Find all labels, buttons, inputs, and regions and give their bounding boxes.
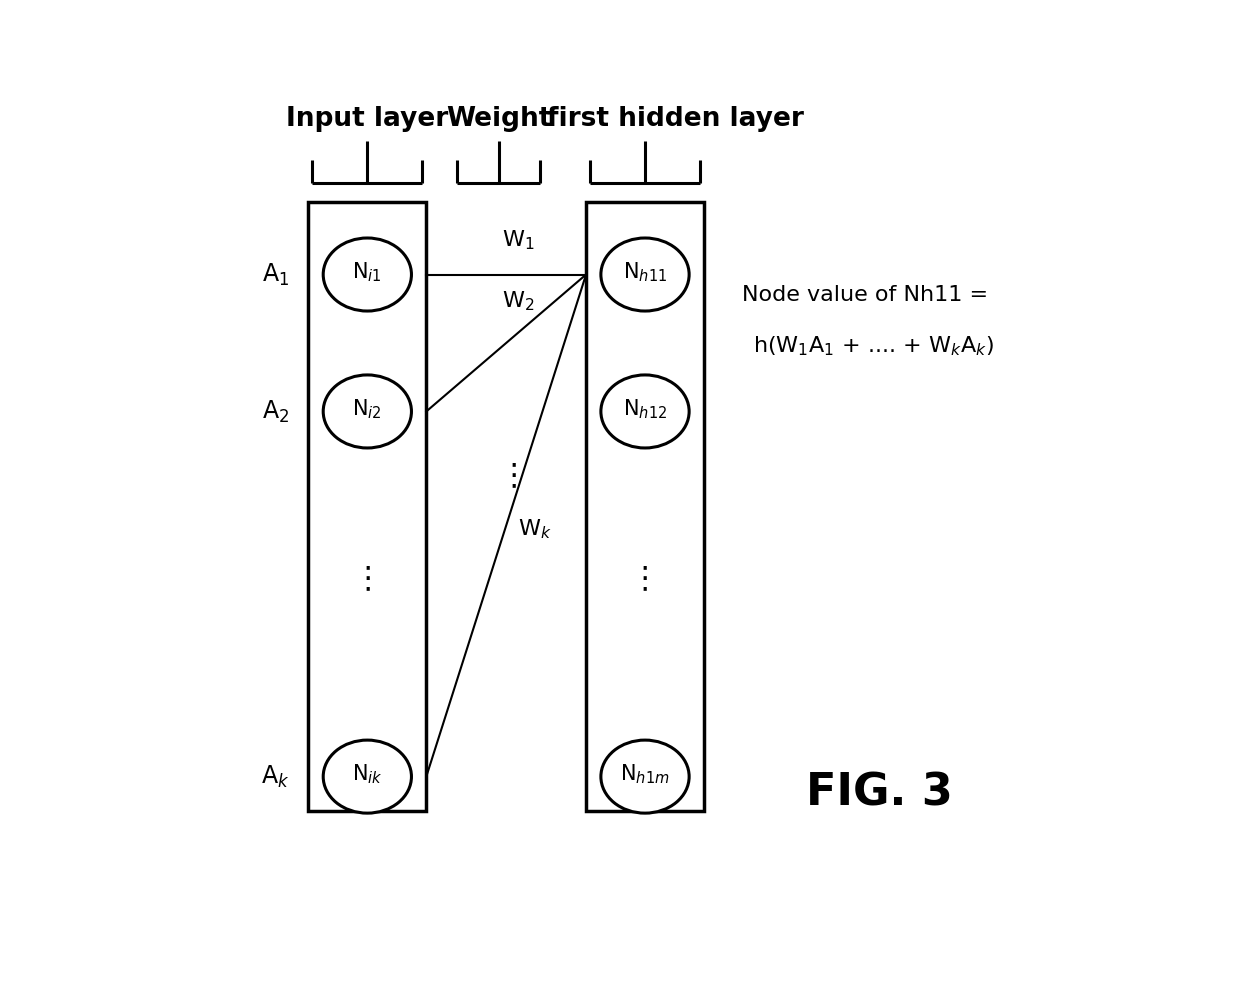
Text: A$_{k}$: A$_{k}$ <box>260 764 289 789</box>
Text: W$_2$: W$_2$ <box>502 288 534 312</box>
Text: W$_k$: W$_k$ <box>517 517 552 540</box>
Text: ⋮: ⋮ <box>498 461 529 491</box>
Text: N$_{i2}$: N$_{i2}$ <box>352 397 382 421</box>
Ellipse shape <box>324 374 412 448</box>
Text: N$_{i1}$: N$_{i1}$ <box>352 261 382 284</box>
Text: N$_{h12}$: N$_{h12}$ <box>622 397 667 421</box>
Text: N$_{h11}$: N$_{h11}$ <box>622 261 667 284</box>
Text: N$_{ik}$: N$_{ik}$ <box>352 763 383 786</box>
Bar <box>587 203 704 811</box>
Text: h(W$_1$A$_1$ + .... + W$_k$A$_k$): h(W$_1$A$_1$ + .... + W$_k$A$_k$) <box>754 335 994 359</box>
Ellipse shape <box>601 740 689 813</box>
Ellipse shape <box>601 374 689 448</box>
Bar <box>309 203 427 811</box>
Ellipse shape <box>324 740 412 813</box>
Text: A$_{1}$: A$_{1}$ <box>262 262 289 288</box>
Text: N$_{h1m}$: N$_{h1m}$ <box>620 763 670 786</box>
Text: A$_{2}$: A$_{2}$ <box>262 398 289 425</box>
Ellipse shape <box>324 238 412 311</box>
Text: Input layer: Input layer <box>286 107 449 132</box>
Text: W$_1$: W$_1$ <box>502 228 534 252</box>
Text: Weight: Weight <box>446 107 552 132</box>
Text: ⋮: ⋮ <box>630 564 660 594</box>
Text: FIG. 3: FIG. 3 <box>806 772 952 815</box>
Text: first hidden layer: first hidden layer <box>547 107 804 132</box>
Ellipse shape <box>601 238 689 311</box>
Text: ⋮: ⋮ <box>352 564 383 594</box>
Text: Node value of Nh11 =: Node value of Nh11 = <box>742 285 988 305</box>
